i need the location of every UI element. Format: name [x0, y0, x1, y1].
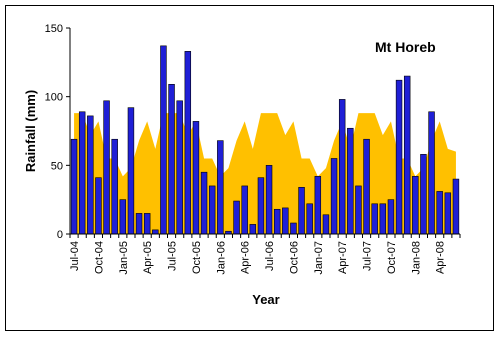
bar: [184, 51, 192, 235]
bar: [241, 185, 248, 235]
x-tick-label: Apr-06: [240, 241, 252, 274]
bar: [87, 115, 94, 235]
x-tick-label: Jan-07: [313, 241, 325, 275]
x-tick-label: Jan-08: [410, 241, 422, 275]
bar: [428, 111, 435, 235]
y-tick-label: 0: [57, 229, 63, 241]
x-tick-label: Oct-07: [386, 241, 398, 274]
bar: [168, 84, 175, 235]
bar: [395, 79, 403, 235]
x-tick-label: Apr-08: [435, 241, 447, 274]
bar: [257, 177, 265, 235]
bar: [444, 192, 452, 235]
bar: [103, 100, 110, 235]
x-tick-label: Jan-06: [215, 241, 227, 275]
bar: [379, 203, 387, 235]
x-tick-label: Apr-07: [337, 241, 349, 274]
bar: [249, 224, 257, 235]
bar: [338, 99, 346, 235]
bar: [290, 222, 297, 235]
y-tick-label: 150: [45, 23, 63, 35]
bar: [152, 229, 159, 235]
bar: [314, 176, 322, 235]
bar: [436, 191, 443, 235]
bar: [363, 138, 370, 235]
bar: [298, 187, 305, 235]
x-tick-label: Jul-07: [362, 241, 374, 271]
bar: [135, 213, 143, 235]
bar: [330, 158, 338, 235]
x-tick-label: Oct-06: [288, 241, 300, 274]
bar: [192, 121, 200, 235]
bar: [452, 178, 460, 235]
bar: [143, 213, 151, 235]
bar: [233, 200, 240, 235]
x-tick-label: Jul-06: [264, 241, 276, 271]
x-tick-label: Jul-05: [167, 241, 179, 271]
bar: [306, 203, 313, 235]
bar: [387, 199, 395, 235]
x-tick-label: Jan-05: [118, 241, 130, 275]
y-axis-title: Rainfall (mm): [23, 90, 38, 172]
bar: [70, 138, 78, 235]
y-tick-label: 100: [45, 92, 63, 104]
bar: [208, 185, 216, 235]
bar: [273, 208, 281, 235]
chart-title: Mt Horeb: [375, 39, 436, 55]
bar: [355, 185, 362, 235]
bar: [282, 207, 289, 235]
bar: [127, 107, 135, 235]
bar: [95, 177, 102, 235]
x-tick-label: Apr-05: [142, 241, 154, 274]
bar: [322, 214, 330, 235]
bar: [265, 165, 273, 235]
bar: [176, 100, 183, 235]
bar: [347, 127, 354, 235]
bar: [200, 171, 208, 235]
bar: [412, 176, 419, 235]
x-tick-label: Oct-04: [93, 241, 105, 274]
bar: [111, 138, 118, 235]
bar: [119, 199, 127, 235]
bar: [160, 45, 167, 235]
bar: [420, 154, 427, 235]
x-axis-title: Year: [252, 292, 279, 307]
x-tick-label: Oct-05: [191, 241, 203, 274]
bar: [403, 75, 411, 235]
bar: [371, 203, 378, 235]
bar: [217, 140, 224, 235]
bar: [78, 111, 86, 235]
y-tick-label: 50: [51, 160, 63, 172]
x-tick-label: Jul-04: [69, 241, 81, 271]
